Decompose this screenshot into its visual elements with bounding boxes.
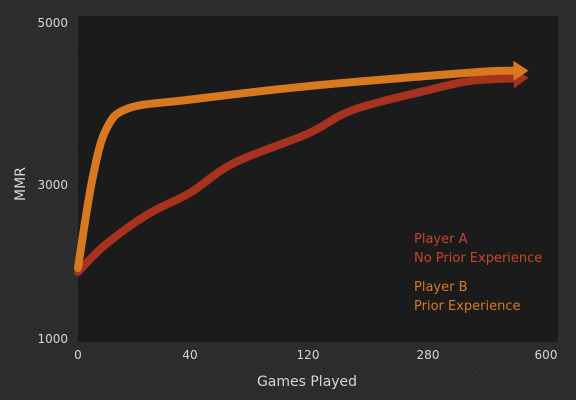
plot-area — [78, 16, 558, 342]
y-tick-label: 1000 — [37, 332, 68, 346]
series-layer — [74, 60, 529, 276]
y-tick-label: 3000 — [37, 178, 68, 192]
x-tick-label: 120 — [297, 348, 320, 362]
player-a-line — [74, 74, 521, 276]
x-axis-title: Games Played — [257, 374, 357, 390]
y-axis-title: MMR — [13, 167, 29, 201]
x-tick-label: 0 — [74, 348, 82, 362]
x-tick-label: 600 — [535, 348, 558, 362]
legend-player-b-name: Player B — [414, 280, 468, 295]
player-b-arrowhead — [513, 60, 529, 81]
y-tick-label: 5000 — [37, 16, 68, 30]
legend-player-a-name: Player A — [414, 232, 468, 247]
player-b-line — [74, 66, 521, 272]
legend-player-b-subtitle: Prior Experience — [414, 299, 521, 314]
x-tick-label: 280 — [417, 348, 440, 362]
legend-player-a-subtitle: No Prior Experience — [414, 251, 542, 266]
x-tick-label: 40 — [182, 348, 197, 362]
